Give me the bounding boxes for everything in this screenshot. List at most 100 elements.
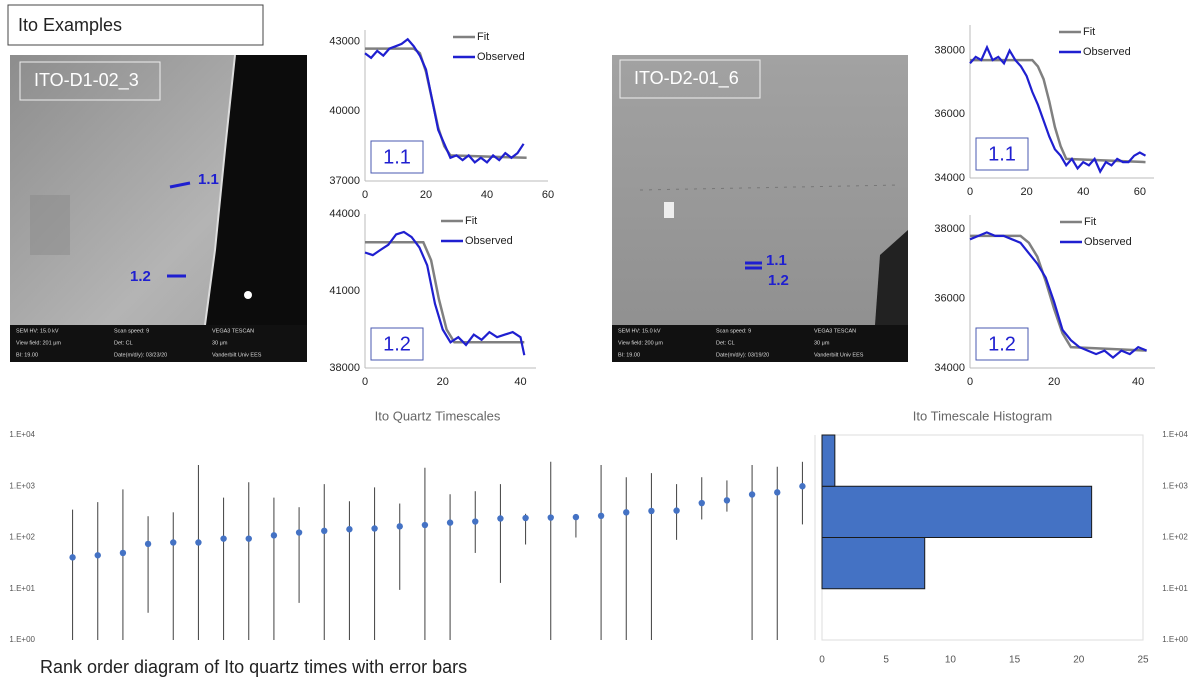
x-tick-label: 5 bbox=[883, 655, 889, 666]
y-tick-label: 1.E+01 bbox=[9, 584, 35, 593]
legend-label: Fit bbox=[465, 215, 477, 227]
x-tick-label: 60 bbox=[542, 189, 554, 201]
sem-info: Date(m/d/y): 03/19/20 bbox=[716, 352, 769, 358]
sem-info: 30 μm bbox=[212, 340, 228, 346]
data-point bbox=[698, 499, 705, 507]
x-tick-label: 40 bbox=[481, 189, 493, 201]
sem-info-bar bbox=[10, 325, 307, 362]
annotation: 1.2 bbox=[988, 333, 1016, 355]
sem-dark-region bbox=[205, 55, 307, 325]
legend-label: Fit bbox=[1084, 216, 1096, 228]
marker-label: 1.1 bbox=[198, 171, 219, 188]
sem-info: BI: 19.00 bbox=[618, 352, 640, 358]
y-tick-label: 36000 bbox=[934, 108, 965, 120]
series-line bbox=[364, 230, 526, 356]
y-tick-label: 38000 bbox=[934, 44, 965, 56]
marker-label: 1.2 bbox=[768, 272, 789, 289]
y-tick-label: 38000 bbox=[329, 362, 360, 374]
data-point bbox=[295, 529, 303, 536]
annotation-box bbox=[370, 327, 424, 361]
data-point bbox=[94, 552, 101, 559]
x-tick-label: 60 bbox=[1134, 186, 1146, 198]
x-tick-label: 15 bbox=[1009, 655, 1021, 666]
data-point bbox=[170, 539, 177, 546]
marker-line bbox=[169, 181, 191, 189]
data-point bbox=[220, 535, 227, 542]
image-label: ITO-D1-02_3 bbox=[34, 70, 139, 91]
series-line bbox=[365, 240, 525, 344]
sem-info: SEM HV: 15.0 kV bbox=[618, 328, 661, 334]
y-tick-label: 1.E+00 bbox=[1162, 635, 1188, 644]
sem-info: Vanderbilt Univ EES bbox=[212, 352, 262, 358]
data-point bbox=[648, 507, 655, 515]
y-tick-label: 1.E+03 bbox=[9, 481, 35, 490]
data-point bbox=[522, 514, 529, 522]
x-tick-label: 10 bbox=[945, 655, 957, 666]
y-tick-label: 1.E+02 bbox=[1162, 533, 1188, 542]
sem-info: View field: 200 μm bbox=[618, 340, 663, 346]
y-tick-label: 1.E+01 bbox=[1162, 584, 1188, 593]
slide-title: Ito Examples bbox=[18, 15, 122, 35]
data-point bbox=[371, 525, 378, 532]
data-point bbox=[245, 535, 252, 542]
sem-image bbox=[612, 55, 908, 362]
annotation: 1.1 bbox=[988, 143, 1016, 165]
histogram-bar bbox=[821, 485, 1093, 538]
x-tick-label: 0 bbox=[967, 186, 973, 198]
y-tick-label: 1.E+04 bbox=[1162, 430, 1188, 439]
sem-info: VEGA3 TESCAN bbox=[814, 328, 856, 334]
y-tick-label: 37000 bbox=[329, 175, 360, 187]
y-tick-label: 34000 bbox=[934, 362, 965, 374]
series-line bbox=[970, 58, 1146, 164]
annotation: 1.2 bbox=[383, 333, 411, 355]
data-point bbox=[346, 526, 353, 533]
y-tick-label: 44000 bbox=[329, 208, 360, 220]
y-tick-label: 41000 bbox=[329, 285, 360, 297]
x-tick-label: 40 bbox=[1077, 186, 1089, 198]
data-point bbox=[472, 518, 479, 525]
data-point bbox=[396, 523, 403, 530]
sem-feature bbox=[639, 184, 901, 191]
data-point bbox=[597, 512, 605, 520]
x-tick-label: 0 bbox=[362, 376, 368, 388]
sem-info: Date(m/d/y): 03/23/20 bbox=[114, 352, 167, 358]
chart-title: Ito Timescale Histogram bbox=[913, 408, 1052, 423]
sem-info: Vanderbilt Univ EES bbox=[814, 352, 864, 358]
data-point bbox=[497, 515, 504, 522]
x-tick-label: 20 bbox=[420, 189, 432, 201]
title-box bbox=[7, 4, 264, 46]
data-point bbox=[774, 489, 781, 496]
sem-info: 30 μm bbox=[814, 340, 830, 346]
data-point bbox=[572, 513, 580, 521]
data-point bbox=[270, 532, 278, 539]
y-tick-label: 1.E+02 bbox=[9, 533, 35, 542]
annotation-box bbox=[975, 137, 1029, 171]
x-tick-label: 25 bbox=[1137, 655, 1149, 666]
y-tick-label: 36000 bbox=[934, 292, 965, 304]
x-tick-label: 20 bbox=[437, 376, 449, 388]
image-label: ITO-D2-01_6 bbox=[634, 68, 739, 89]
sem-info: Det: CL bbox=[114, 340, 133, 346]
sem-info: SEM HV: 15.0 kV bbox=[16, 328, 59, 334]
image-label-box bbox=[19, 61, 161, 101]
sem-feature bbox=[664, 202, 674, 218]
sem-info: Scan speed: 9 bbox=[716, 328, 751, 334]
series-line bbox=[970, 234, 1147, 352]
legend-label: Observed bbox=[1083, 46, 1131, 58]
histogram-bar bbox=[821, 434, 836, 487]
annotation-box bbox=[370, 140, 424, 174]
data-point bbox=[321, 527, 328, 535]
annotation: 1.1 bbox=[383, 146, 411, 168]
y-tick-label: 1.E+03 bbox=[1162, 481, 1188, 490]
x-tick-label: 20 bbox=[1020, 186, 1032, 198]
annotation-box bbox=[975, 327, 1029, 361]
y-tick-label: 43000 bbox=[329, 36, 360, 48]
sem-info: Det: CL bbox=[716, 340, 735, 346]
chart-title: Ito Quartz Timescales bbox=[375, 408, 501, 423]
image-label-box bbox=[619, 59, 761, 99]
sem-info: BI: 19.00 bbox=[16, 352, 38, 358]
series-line bbox=[969, 231, 1148, 360]
y-tick-label: 1.E+00 bbox=[9, 635, 35, 644]
legend-label: Observed bbox=[477, 51, 525, 63]
